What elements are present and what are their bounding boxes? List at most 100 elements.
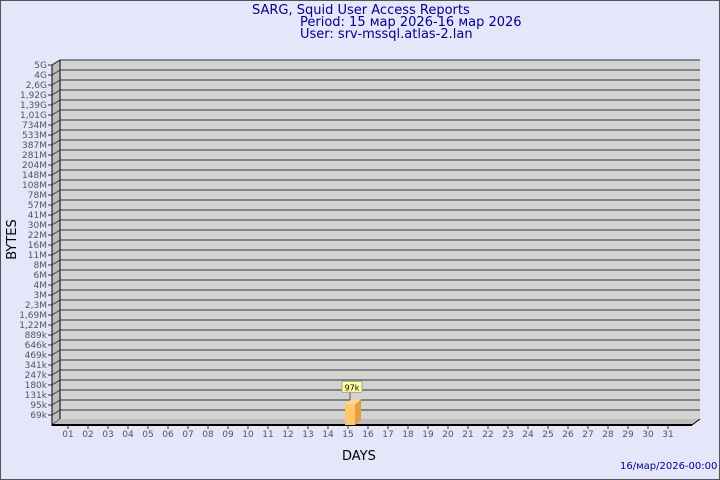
y-tick-label: 247k <box>25 371 48 381</box>
grid-diagonal <box>51 269 61 276</box>
grid-diagonal <box>51 229 61 236</box>
x-tick-label: 17 <box>382 430 393 440</box>
y-tick-label: 281M <box>22 151 47 161</box>
x-tick-label: 07 <box>182 430 193 440</box>
grid-diagonal <box>51 159 61 166</box>
grid-diagonal <box>51 69 61 76</box>
y-tick-label: 4M <box>34 281 48 291</box>
y-tick-label: 1,01G <box>20 111 47 121</box>
timestamp: 16/мар/2026-00:00 <box>620 461 718 472</box>
x-tick-label: 19 <box>422 430 434 440</box>
y-tick-label: 6M <box>34 271 48 281</box>
y-tick-label: 889k <box>25 331 48 341</box>
x-tick-label: 16 <box>362 430 374 440</box>
grid-diagonal <box>51 249 61 256</box>
grid-diagonal <box>51 79 61 86</box>
bar <box>345 404 355 425</box>
grid-diagonal <box>51 189 61 196</box>
y-tick-label: 22M <box>28 231 47 241</box>
grid-diagonal <box>51 179 61 186</box>
chart-title: SARG, Squid User Access Reports <box>252 3 470 18</box>
y-tick-label: 8M <box>34 261 48 271</box>
y-tick-label: 16M <box>28 241 47 251</box>
x-tick-label: 24 <box>522 430 534 440</box>
x-tick-label: 11 <box>262 430 273 440</box>
y-tick-label: 2,6G <box>26 81 47 91</box>
grid-diagonal <box>51 129 61 136</box>
x-tick-label: 15 <box>342 430 353 440</box>
y-tick-label: 57M <box>28 201 47 211</box>
x-tick-label: 18 <box>402 430 414 440</box>
grid-diagonal <box>51 369 61 376</box>
y-tick-label: 204M <box>22 161 47 171</box>
y-tick-label: 387M <box>22 141 47 151</box>
x-tick-label: 14 <box>322 430 334 440</box>
y-tick-label: 734M <box>22 121 47 131</box>
y-tick-label: 11M <box>28 251 47 261</box>
grid-diagonal <box>51 409 61 416</box>
plot-floor <box>52 419 700 425</box>
period-label: Period: 15 мар 2026-16 мар 2026 <box>300 15 522 30</box>
grid-diagonal <box>51 319 61 326</box>
y-tick-label: 95k <box>30 401 47 411</box>
y-tick-label: 646k <box>25 341 48 351</box>
x-tick-label: 22 <box>482 430 493 440</box>
y-tick-label: 2,3M <box>25 301 47 311</box>
y-tick-label: 41M <box>28 211 47 221</box>
x-axis-end <box>691 418 701 426</box>
grid-diagonal <box>51 279 61 286</box>
grid-diagonal <box>51 239 61 246</box>
y-tick-label: 5G <box>34 61 47 71</box>
grid-diagonal <box>51 139 61 146</box>
y-tick-label: 69k <box>30 411 47 421</box>
grid-diagonal <box>51 199 61 206</box>
y-tick-label: 78M <box>28 191 47 201</box>
y-tick-label: 1,92G <box>20 91 47 101</box>
bar-side <box>355 399 361 425</box>
x-tick-label: 13 <box>302 430 313 440</box>
y-tick-label: 108M <box>22 181 47 191</box>
grid-diagonal <box>51 289 61 296</box>
x-tick-label: 02 <box>82 430 93 440</box>
bar-top <box>345 399 361 405</box>
grid-diagonal <box>51 349 61 356</box>
x-tick-label: 27 <box>582 430 593 440</box>
x-tick-label: 20 <box>442 430 454 440</box>
x-axis-label: DAYS <box>342 449 376 464</box>
y-tick-label: 3M <box>34 291 48 301</box>
x-tick-label: 21 <box>462 430 473 440</box>
x-tick-label: 10 <box>242 430 254 440</box>
y-tick-label: 469k <box>25 351 48 361</box>
grid-diagonal <box>51 109 61 116</box>
grid-diagonal <box>51 259 61 266</box>
grid-diagonal <box>51 89 61 96</box>
x-tick-label: 04 <box>122 430 134 440</box>
y-tick-label: 180k <box>25 381 48 391</box>
grid-diagonal <box>51 169 61 176</box>
x-tick-label: 23 <box>502 430 513 440</box>
grid-diagonal <box>51 309 61 316</box>
x-tick-label: 03 <box>102 430 113 440</box>
grid-diagonal <box>51 399 61 406</box>
y-tick-label: 4G <box>34 71 47 81</box>
grid-diagonal <box>51 329 61 336</box>
x-tick-label: 09 <box>222 430 234 440</box>
y-tick-label: 1,39G <box>20 101 47 111</box>
y-tick-label: 148M <box>22 171 47 181</box>
grid-diagonal <box>51 209 61 216</box>
x-tick-label: 01 <box>62 430 73 440</box>
y-tick-label: 1,22M <box>19 321 47 331</box>
grid-diagonal <box>51 359 61 366</box>
y-tick-label: 341k <box>25 361 48 371</box>
grid-diagonal <box>51 119 61 126</box>
x-tick-label: 26 <box>562 430 574 440</box>
grid-diagonal <box>51 149 61 156</box>
grid-diagonal <box>51 299 61 306</box>
x-tick-label: 31 <box>662 430 673 440</box>
grid-diagonal <box>51 219 61 226</box>
grid-diagonal <box>51 59 61 66</box>
grid-diagonal <box>51 339 61 346</box>
x-tick-label: 08 <box>202 430 214 440</box>
data-label-box <box>341 380 363 393</box>
